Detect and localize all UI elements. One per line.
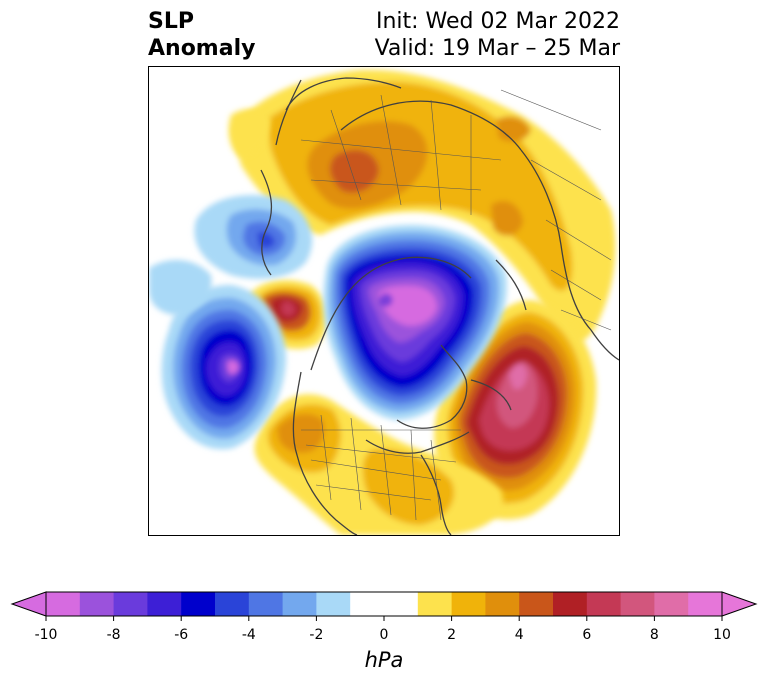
colorbar-segment	[485, 592, 520, 616]
colorbar-segment	[586, 592, 622, 616]
colorbar-tick-label: -2	[309, 627, 324, 643]
north-pacific-low	[161, 285, 286, 450]
colorbar-segment	[620, 592, 655, 616]
colorbar-tick-label: -6	[174, 627, 189, 643]
colorbar-tick-label: -10	[34, 627, 58, 643]
colorbar-tick-label: 2	[447, 627, 457, 643]
colorbar-segment	[248, 592, 284, 616]
alaska-low	[194, 195, 313, 279]
colorbar-segment	[113, 592, 148, 616]
colorbar-tick-label: 6	[582, 627, 592, 643]
colorbar-segment	[316, 592, 351, 616]
colorbar-tick-label: -8	[106, 627, 121, 643]
colorbar	[10, 591, 758, 621]
colorbar-tick-label: 10	[713, 627, 731, 643]
west-europe-low	[149, 259, 212, 315]
southwest-us-high	[228, 108, 503, 535]
colorbar-segment	[46, 592, 81, 616]
colorbar-segment	[282, 592, 317, 616]
arctic-low	[323, 225, 507, 420]
borders	[300, 89, 612, 521]
title-line-2: Anomaly	[148, 36, 256, 61]
title-line-1: SLP	[148, 9, 194, 34]
colorbar-segment	[147, 592, 182, 616]
colorbar-segment	[417, 592, 453, 616]
colorbar-segment	[654, 592, 689, 616]
colorbar-segment	[215, 592, 250, 616]
colorbar-segment	[181, 592, 216, 616]
colorbar-tick-label: 4	[514, 627, 524, 643]
colorbar-segment	[350, 592, 385, 616]
colorbar-tick-label: 0	[379, 627, 389, 643]
colorbar-tick-label: 8	[649, 627, 659, 643]
colorbar-tick-label: -4	[241, 627, 256, 643]
colorbar-segment	[519, 592, 554, 616]
init-date: Init: Wed 02 Mar 2022	[375, 9, 620, 34]
colorbar-segment	[553, 592, 588, 616]
colorbar-high-extend	[721, 591, 758, 617]
map-dates: Init: Wed 02 Mar 2022 Valid: 19 Mar – 25…	[375, 8, 620, 62]
colorbar-segment	[688, 592, 723, 616]
colorbar-units: hPa	[364, 648, 404, 672]
anomaly-map	[149, 67, 619, 535]
colorbar-ticks	[45, 616, 723, 621]
colorbar-low-extend	[10, 591, 47, 617]
colorbar-segment	[384, 592, 419, 616]
map-title: SLP Anomaly	[148, 8, 255, 62]
colorbar-segments	[46, 592, 723, 616]
colorbar-segment	[79, 592, 115, 616]
valid-range: Valid: 19 Mar – 25 Mar	[374, 36, 620, 61]
map-panel	[148, 66, 620, 536]
north-atlantic-high	[434, 300, 597, 520]
colorbar-segment	[451, 592, 486, 616]
